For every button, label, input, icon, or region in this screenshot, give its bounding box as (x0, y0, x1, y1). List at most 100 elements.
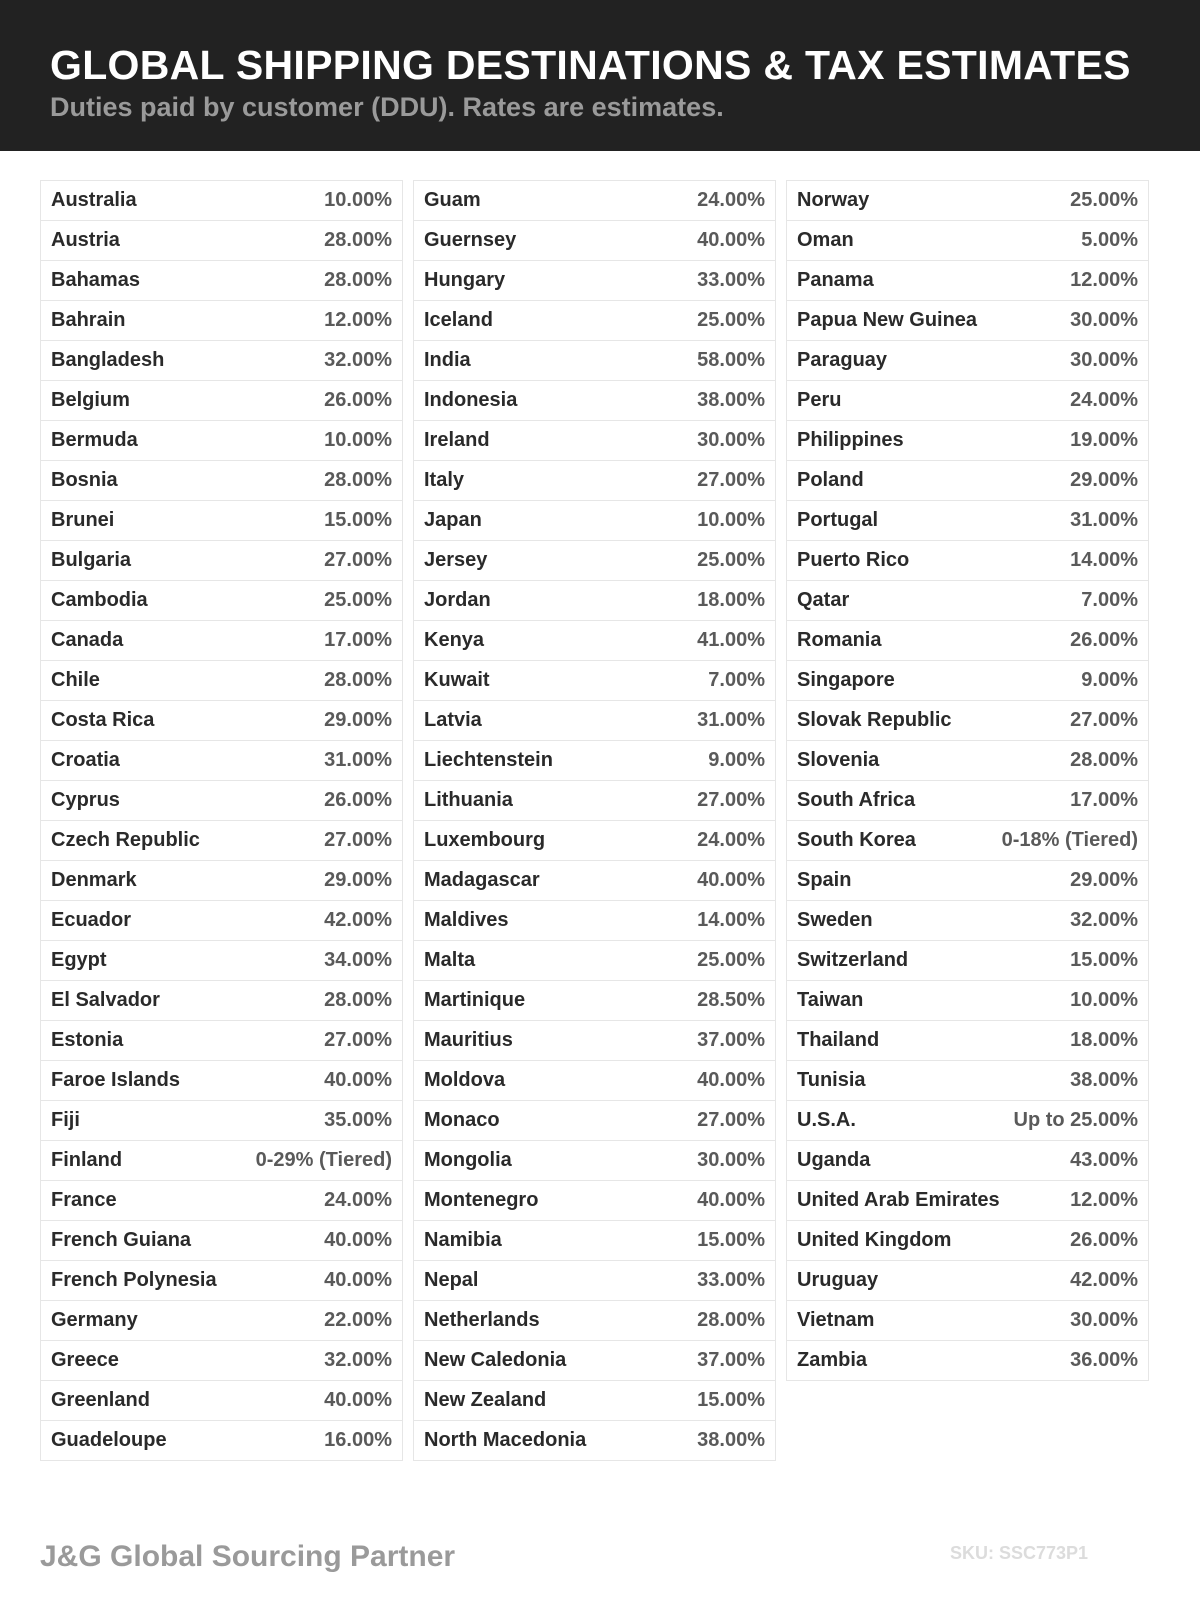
tax-rate: 34.00% (324, 949, 392, 971)
table-row: Peru 24.00% (787, 381, 1148, 421)
table-row: French Polynesia 40.00% (41, 1261, 402, 1301)
table-row: India 58.00% (414, 341, 775, 381)
page-subtitle: Duties paid by customer (DDU). Rates are… (50, 92, 724, 122)
table-row: Chile 28.00% (41, 661, 402, 701)
country-name: Czech Republic (51, 829, 200, 851)
table-row: Monaco 27.00% (414, 1101, 775, 1141)
country-name: Cyprus (51, 789, 120, 811)
table-row: Bulgaria 27.00% (41, 541, 402, 581)
country-name: Slovenia (797, 749, 880, 771)
table-row: Estonia 27.00% (41, 1021, 402, 1061)
sku-label: SKU: SSC773P1 (950, 1543, 1089, 1563)
table-row: Norway 25.00% (787, 181, 1148, 221)
tax-rate: 28.00% (324, 669, 392, 691)
tax-rate: 7.00% (1081, 589, 1138, 611)
tax-rate: 31.00% (1070, 509, 1138, 531)
country-name: Kenya (424, 629, 485, 651)
table-row: United Kingdom 26.00% (787, 1221, 1148, 1261)
country-name: South Korea (797, 829, 916, 851)
table-row: Moldova 40.00% (414, 1061, 775, 1101)
country-name: Thailand (797, 1029, 880, 1051)
table-row: Uganda 43.00% (787, 1141, 1148, 1181)
country-name: Austria (51, 229, 120, 251)
country-name: Bahrain (51, 309, 126, 331)
country-name: Bangladesh (51, 349, 165, 371)
table-row: Portugal 31.00% (787, 501, 1148, 541)
country-name: Zambia (797, 1349, 868, 1371)
tax-rate: 12.00% (1070, 1189, 1138, 1211)
table-row: Maldives 14.00% (414, 901, 775, 941)
country-name: New Zealand (424, 1389, 547, 1411)
header-banner: GLOBAL SHIPPING DESTINATIONS & TAX ESTIM… (0, 0, 1200, 151)
tax-rate: 42.00% (324, 909, 392, 931)
tax-rate: 14.00% (1070, 549, 1138, 571)
country-name: Namibia (424, 1229, 502, 1251)
country-name: Jersey (424, 549, 488, 571)
table-row: Singapore 9.00% (787, 661, 1148, 701)
table-row: Paraguay 30.00% (787, 341, 1148, 381)
tax-rate: 15.00% (1070, 949, 1138, 971)
country-name: North Macedonia (424, 1429, 587, 1451)
table-row: Bahamas 28.00% (41, 261, 402, 301)
table-row: Namibia 15.00% (414, 1221, 775, 1261)
table-row: Greece 32.00% (41, 1341, 402, 1381)
rates-table-column-2: Guam 24.00% Guernsey 40.00% Hungary 33.00% Ice… (413, 180, 776, 1461)
table-row: Australia 10.00% (41, 181, 402, 221)
tax-rate: 24.00% (697, 829, 765, 851)
table-row: South Korea 0-18% (Tiered) (787, 821, 1148, 861)
table-row: New Caledonia 37.00% (414, 1341, 775, 1381)
table-row: Kuwait 7.00% (414, 661, 775, 701)
tax-rate: 9.00% (708, 749, 765, 771)
country-name: Croatia (51, 749, 120, 771)
table-row: Denmark 29.00% (41, 861, 402, 901)
table-row: Martinique 28.50% (414, 981, 775, 1021)
country-name: Indonesia (424, 389, 518, 411)
tax-rate: 40.00% (324, 1269, 392, 1291)
table-row: Hungary 33.00% (414, 261, 775, 301)
tax-rate: 29.00% (1070, 469, 1138, 491)
tax-rate: 26.00% (1070, 1229, 1138, 1251)
table-row: French Guiana 40.00% (41, 1221, 402, 1261)
tax-rate: 35.00% (324, 1109, 392, 1131)
country-name: Jordan (424, 589, 491, 611)
country-name: Guam (424, 189, 481, 211)
country-name: Sweden (797, 909, 873, 931)
page-title: GLOBAL SHIPPING DESTINATIONS & TAX ESTIM… (50, 42, 1131, 88)
table-row: Montenegro 40.00% (414, 1181, 775, 1221)
tax-rate: 15.00% (697, 1389, 765, 1411)
country-name: Germany (51, 1309, 138, 1331)
country-name: Monaco (424, 1109, 500, 1131)
table-row: Nepal 33.00% (414, 1261, 775, 1301)
country-name: Portugal (797, 509, 879, 531)
tax-rate: 28.00% (324, 269, 392, 291)
table-row: Puerto Rico 14.00% (787, 541, 1148, 581)
tax-rate: 28.50% (697, 989, 765, 1011)
rates-table-column-3: Norway 25.00% Oman 5.00% Panama 12.00% Papua N… (786, 180, 1149, 1381)
table-row: Luxembourg 24.00% (414, 821, 775, 861)
country-name: Bahamas (51, 269, 140, 291)
tax-rate: 37.00% (697, 1349, 765, 1371)
tax-rate: 40.00% (697, 1189, 765, 1211)
country-name: Philippines (797, 429, 904, 451)
tax-rate: 28.00% (697, 1309, 765, 1331)
country-name: Bosnia (51, 469, 118, 491)
table-row: Jersey 25.00% (414, 541, 775, 581)
country-name: Faroe Islands (51, 1069, 180, 1091)
table-row: Finland 0-29% (Tiered) (41, 1141, 402, 1181)
tax-rate: 7.00% (708, 669, 765, 691)
country-name: Paraguay (797, 349, 888, 371)
tax-rate: 10.00% (324, 189, 392, 211)
country-name: Romania (797, 629, 882, 651)
tax-rate: 31.00% (324, 749, 392, 771)
tax-rate: 40.00% (697, 1069, 765, 1091)
table-row: United Arab Emirates 12.00% (787, 1181, 1148, 1221)
table-row: Oman 5.00% (787, 221, 1148, 261)
table-row: Mauritius 37.00% (414, 1021, 775, 1061)
tax-rate: 10.00% (697, 509, 765, 531)
tax-rate: 31.00% (697, 709, 765, 731)
tax-rate: 26.00% (1070, 629, 1138, 651)
tax-rate: 25.00% (1070, 189, 1138, 211)
tax-rate: 28.00% (324, 469, 392, 491)
country-name: Qatar (797, 589, 850, 611)
country-name: Estonia (51, 1029, 124, 1051)
